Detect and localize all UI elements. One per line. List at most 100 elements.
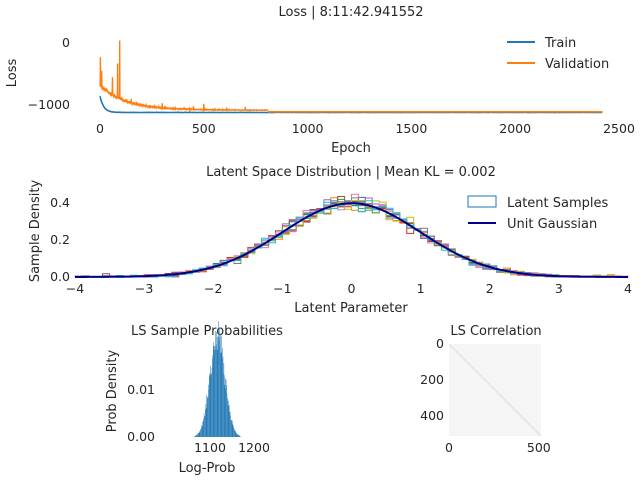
prob-bar bbox=[211, 374, 212, 437]
latent-x-tick-label: 4 bbox=[624, 281, 632, 296]
prob-bar bbox=[196, 434, 198, 437]
prob-bar bbox=[237, 434, 238, 437]
prob-bar bbox=[232, 424, 233, 437]
loss-x-tick-label: 2500 bbox=[603, 121, 635, 136]
correlation-chart: LS Correlation 0 500 0 200 400 bbox=[420, 324, 551, 455]
prob-bar bbox=[238, 435, 239, 437]
correlation-ticks: 0 500 0 200 400 bbox=[420, 336, 551, 455]
prob-bar bbox=[228, 400, 229, 437]
prob-bar bbox=[229, 411, 231, 437]
correlation-y-tick-label: 0 bbox=[436, 336, 444, 351]
prob-bar bbox=[220, 334, 221, 437]
prob-bar bbox=[221, 352, 222, 437]
latent-sample-histogram bbox=[75, 200, 629, 278]
prob-bar bbox=[221, 335, 222, 437]
prob-bar bbox=[217, 336, 218, 437]
prob-bar bbox=[207, 396, 209, 437]
prob-bar bbox=[202, 426, 203, 437]
correlation-chart-title: LS Correlation bbox=[450, 324, 541, 339]
prob-bar bbox=[208, 389, 210, 437]
prob-bar bbox=[218, 340, 220, 437]
prob-bar bbox=[206, 398, 208, 437]
latent-x-tick-label: 1 bbox=[417, 281, 425, 296]
prob-bar bbox=[239, 435, 240, 437]
prob-bar bbox=[202, 421, 204, 437]
prob-bar bbox=[198, 432, 200, 437]
prob-bar bbox=[232, 424, 234, 437]
prob-bar bbox=[215, 349, 217, 437]
prob-bar bbox=[216, 344, 218, 437]
prob-x-label: Log-Prob bbox=[179, 461, 236, 476]
prob-bar bbox=[220, 352, 222, 437]
prob-bar bbox=[225, 388, 226, 437]
loss-y-tick-label: 0 bbox=[62, 35, 70, 50]
prob-bar bbox=[230, 420, 232, 437]
correlation-y-tick-label: 200 bbox=[420, 372, 444, 387]
prob-bar bbox=[231, 420, 232, 437]
prob-bar bbox=[209, 373, 210, 437]
prob-bar bbox=[228, 405, 229, 437]
latent-x-label: Latent Parameter bbox=[294, 301, 408, 316]
prob-chart-title: LS Sample Probabilities bbox=[131, 324, 283, 339]
prob-bar bbox=[219, 337, 221, 437]
latent-chart-title: Latent Space Distribution | Mean KL = 0.… bbox=[206, 165, 496, 180]
correlation-x-tick-label: 0 bbox=[445, 440, 453, 455]
prob-bar bbox=[221, 358, 223, 437]
correlation-x-tick-label: 500 bbox=[527, 440, 551, 455]
prob-bar bbox=[207, 396, 208, 437]
prob-bar bbox=[224, 385, 226, 437]
prob-bar bbox=[219, 328, 220, 437]
prob-bar bbox=[234, 429, 235, 437]
prob-bar bbox=[201, 425, 202, 437]
prob-bar bbox=[199, 432, 200, 437]
prob-bar bbox=[212, 355, 213, 437]
prob-bar bbox=[227, 400, 228, 437]
prob-bar bbox=[215, 330, 216, 437]
prob-bars bbox=[194, 321, 241, 437]
loss-x-tick-label: 0 bbox=[96, 121, 104, 136]
loss-chart: Loss | 8:11:42.941552 Epoch Loss 0 500 100… bbox=[5, 5, 635, 156]
prob-bar bbox=[210, 373, 212, 437]
latent-y-tick-label: 0.4 bbox=[50, 195, 70, 210]
prob-bar bbox=[211, 367, 213, 437]
latent-x-tick-label: 0 bbox=[348, 281, 356, 296]
series-line-unit-gaussian bbox=[75, 202, 628, 278]
prob-bar bbox=[224, 378, 226, 437]
prob-bar bbox=[194, 436, 196, 437]
prob-bar bbox=[239, 435, 240, 437]
latent-legend: Latent Samples Unit Gaussian bbox=[467, 195, 609, 232]
prob-chart: LS Sample Probabilities Log-Prob Prob De… bbox=[105, 321, 283, 476]
prob-bar bbox=[203, 418, 204, 437]
prob-bar bbox=[213, 346, 214, 437]
prob-bar bbox=[235, 432, 237, 437]
prob-bar bbox=[217, 349, 218, 437]
prob-bar bbox=[205, 403, 207, 437]
prob-bar bbox=[195, 435, 196, 437]
prob-bar bbox=[223, 373, 224, 437]
latent-sample-histogram bbox=[75, 202, 628, 278]
prob-bar bbox=[212, 358, 214, 437]
prob-bar bbox=[206, 395, 207, 437]
latent-x-tick-label: −1 bbox=[273, 281, 291, 296]
legend-label-unit-gaussian: Unit Gaussian bbox=[507, 217, 597, 232]
latent-x-tick-label: 2 bbox=[486, 281, 494, 296]
prob-bar bbox=[197, 433, 199, 437]
prob-bar bbox=[228, 405, 230, 437]
prob-bar bbox=[214, 345, 216, 437]
correlation-diagonal bbox=[448, 343, 542, 437]
prob-bar bbox=[238, 435, 240, 437]
prob-y-tick-label: 0.00 bbox=[127, 429, 155, 444]
latent-x-tick-label: −3 bbox=[135, 281, 153, 296]
prob-bar bbox=[236, 434, 238, 437]
prob-bar bbox=[199, 431, 200, 437]
prob-bar bbox=[200, 428, 202, 437]
prob-bar bbox=[205, 409, 206, 437]
prob-bar bbox=[226, 392, 228, 437]
prob-bar bbox=[214, 345, 215, 437]
prob-x-tick-label: 1200 bbox=[238, 440, 270, 455]
latent-sample-histogram bbox=[74, 198, 628, 278]
loss-x-tick-label: 500 bbox=[192, 121, 216, 136]
prob-bar bbox=[203, 413, 205, 437]
prob-bar bbox=[226, 385, 227, 437]
latent-chart: Latent Space Distribution | Mean KL = 0.… bbox=[28, 165, 632, 316]
